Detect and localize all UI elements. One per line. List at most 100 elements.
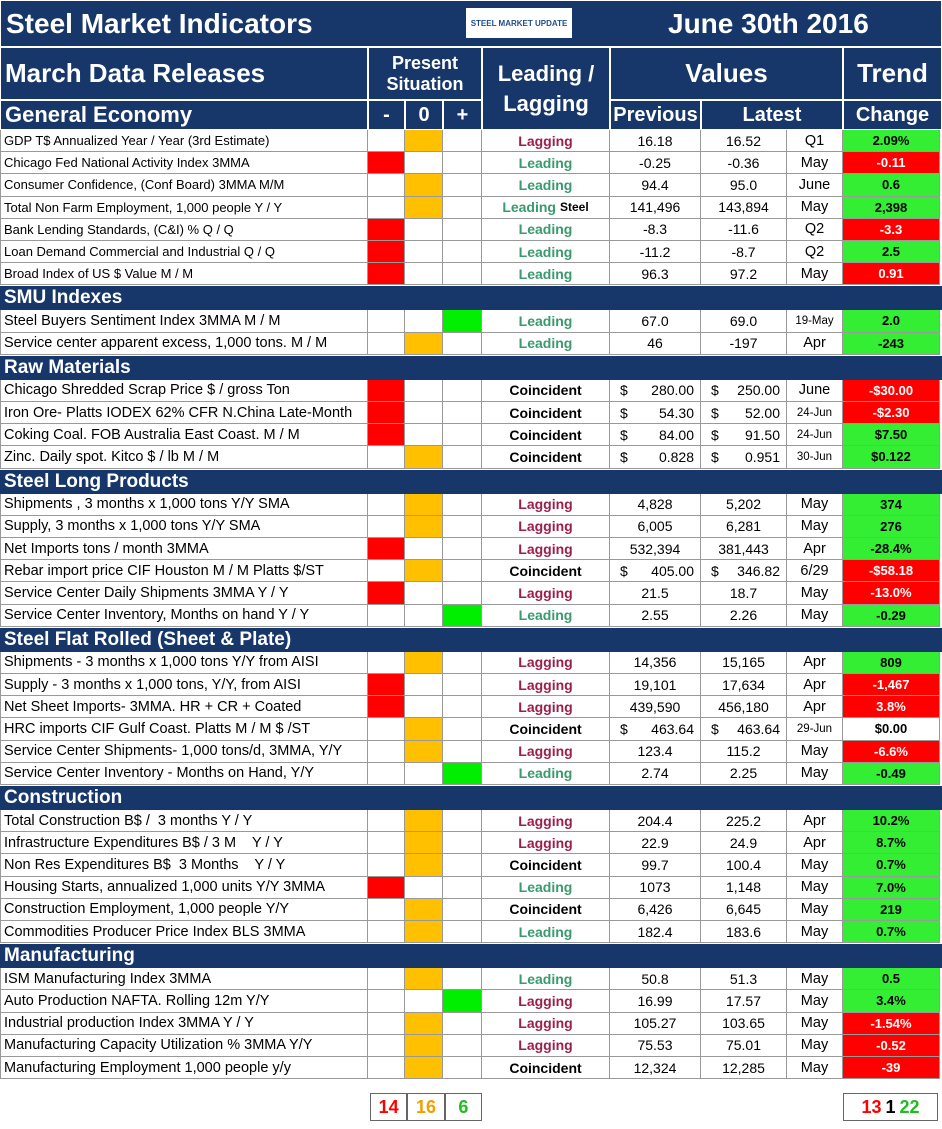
latest-value: 225.2 [701, 810, 787, 833]
signal-cell [405, 898, 443, 921]
indicator-name: Net Imports tons / month 3MMA [0, 538, 368, 561]
period: May [787, 582, 843, 605]
leading-header: Leading / Lagging [482, 47, 610, 130]
type-cell: Lagging [482, 651, 610, 674]
signal-cell [368, 174, 405, 197]
signal-cell [368, 898, 405, 921]
type-label: Lagging [518, 1015, 573, 1032]
change-value: 0.6 [843, 174, 940, 197]
section-title: SMU Indexes [0, 285, 942, 311]
previous-value: 280.00 [651, 382, 694, 399]
signal-cell [443, 582, 482, 605]
signal-cell [405, 968, 443, 991]
signal-cell [405, 218, 443, 241]
indicator-name: Non Res Expenditures B$ 3 Months Y / Y [0, 854, 368, 877]
type-label: Coincident [509, 448, 582, 465]
signal-cell [405, 1057, 443, 1080]
latest-value: 12,285 [701, 1057, 787, 1080]
signal-cell [368, 332, 405, 355]
currency: $ [620, 426, 628, 443]
indicator-name: Manufacturing Employment 1,000 people y/… [0, 1057, 368, 1080]
type-cell: Coincident [482, 718, 610, 741]
type-cell: Coincident [482, 898, 610, 921]
signal-cell [443, 921, 482, 944]
trend-header: Trend [843, 47, 942, 100]
indicator-name: Service Center Shipments- 1,000 tons/d, … [0, 740, 368, 763]
signal-cell [368, 762, 405, 785]
type-cell: Leading [482, 876, 610, 899]
previous-cell: $463.64 [610, 718, 701, 741]
change-value: 2.09% [843, 130, 940, 153]
type-label: Leading [518, 221, 573, 238]
type-cell: Leading [482, 968, 610, 991]
currency: $ [711, 404, 719, 421]
period: May [787, 152, 843, 175]
signal-cell [443, 130, 482, 153]
signal-cell [368, 310, 405, 333]
period: May [787, 876, 843, 899]
latest-value: 97.2 [701, 263, 787, 286]
previous-value: 463.64 [651, 720, 694, 737]
latest-value: 69.0 [701, 310, 787, 333]
period: Q1 [787, 130, 843, 153]
type-label: Lagging [518, 584, 573, 601]
signal-cell [443, 718, 482, 741]
latest-value: 346.82 [737, 562, 780, 579]
currency: $ [711, 448, 719, 465]
previous-value: 105.27 [610, 1012, 701, 1035]
currency: $ [620, 404, 628, 421]
period: 6/29 [787, 560, 843, 583]
change-value: -6.6% [843, 740, 940, 763]
signal-cell [368, 424, 405, 447]
currency: $ [620, 720, 628, 737]
previous-value: 46 [610, 332, 701, 355]
signal-cell [443, 310, 482, 333]
latest-value: 2.25 [701, 762, 787, 785]
signal-count: 14 [370, 1093, 408, 1121]
indicator-name: ISM Manufacturing Index 3MMA [0, 968, 368, 991]
previous-cell: $0.828 [610, 446, 701, 469]
type-cell: Leading Steel [482, 196, 610, 219]
signal-cell [443, 263, 482, 286]
previous-value: 2.74 [610, 762, 701, 785]
change-value: -0.11 [843, 152, 940, 175]
previous-value: 1073 [610, 876, 701, 899]
type-label: Lagging [518, 812, 573, 829]
previous-value: 405.00 [651, 562, 694, 579]
type-label: Lagging [518, 1037, 573, 1054]
indicator-name: GDP T$ Annualized Year / Year (3rd Estim… [0, 130, 368, 153]
type-label: Lagging [518, 834, 573, 851]
signal-cell [405, 1034, 443, 1057]
signal-cell [443, 332, 482, 355]
period: June [787, 174, 843, 197]
indicator-name: Chicago Fed National Activity Index 3MMA [0, 152, 368, 175]
latest-value: 91.50 [744, 426, 780, 443]
latest-value: 24.9 [701, 832, 787, 855]
trend-count: 22 [899, 1096, 920, 1117]
change-value: -0.49 [843, 762, 940, 785]
type-cell: Coincident [482, 402, 610, 425]
signal-cell [405, 424, 443, 447]
change-value: 374 [843, 493, 940, 516]
latest-value: 2.26 [701, 604, 787, 627]
period: May [787, 493, 843, 516]
signal-count: 6 [444, 1093, 482, 1121]
previous-value: 141,496 [610, 196, 701, 219]
signal-cell [368, 402, 405, 425]
type-cell: Lagging [482, 538, 610, 561]
type-cell: Leading [482, 218, 610, 241]
period: Apr [787, 332, 843, 355]
change-value: 809 [843, 651, 940, 674]
indicator-name: Consumer Confidence, (Conf Board) 3MMA M… [0, 174, 368, 197]
latest-value: 16.52 [701, 130, 787, 153]
signal-cell [443, 1034, 482, 1057]
period: May [787, 921, 843, 944]
signal-cell [405, 446, 443, 469]
change-value: 2.0 [843, 310, 940, 333]
signal-cell [368, 604, 405, 627]
signal-cell [405, 310, 443, 333]
period: 29-Jun [787, 718, 843, 741]
period: Apr [787, 538, 843, 561]
section-title: Construction [0, 785, 942, 810]
type-cell: Lagging [482, 990, 610, 1013]
